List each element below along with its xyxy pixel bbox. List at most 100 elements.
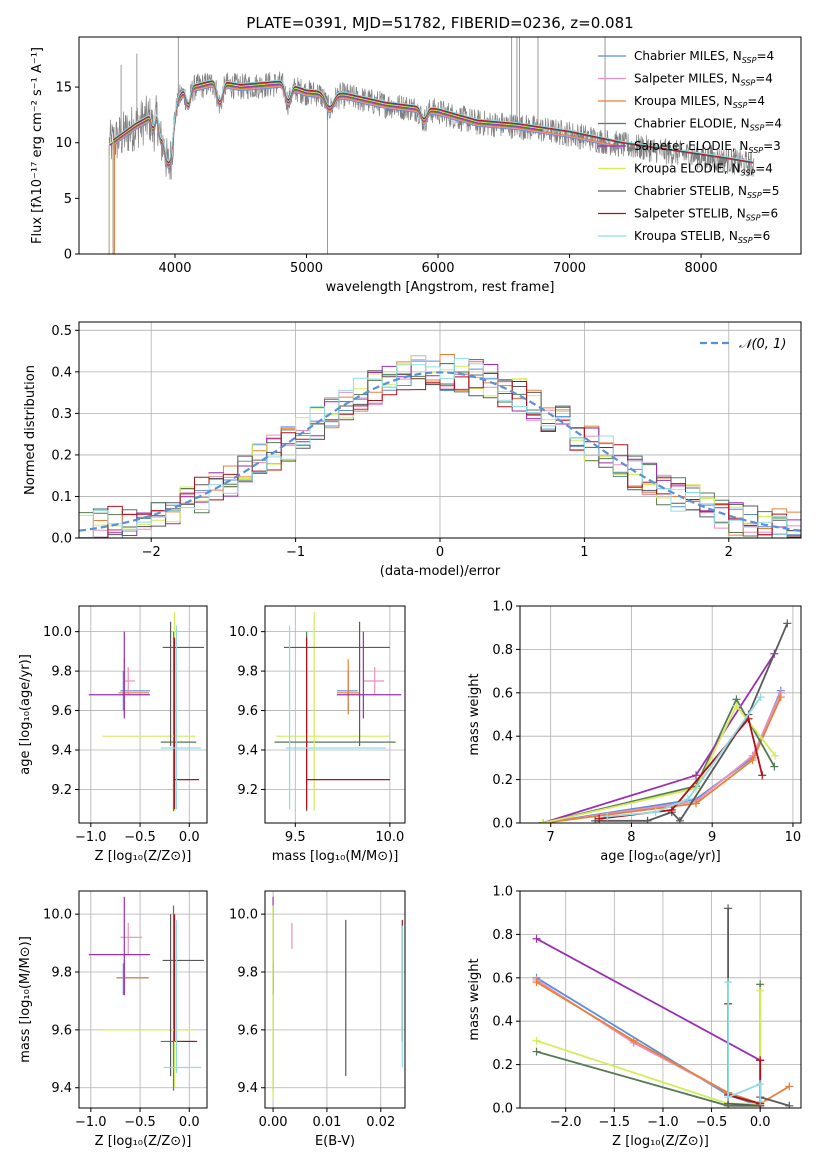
mass-weight-marker (532, 1047, 541, 1056)
y-tick-label: 10.0 (43, 908, 72, 923)
x-tick-label: 9.5 (285, 830, 306, 845)
data-point (276, 611, 390, 812)
data-point (163, 919, 202, 1074)
y-tick-label: 0.5 (51, 324, 72, 339)
y-tick-label: 0.4 (492, 730, 513, 745)
mass-weight-vs-metallicity-panel: −2.0 −1.5 −1.0 −0.5 0.0 0.0 0.2 0.4 0.6 0.8 1.0 Z [… (467, 885, 802, 1149)
residual-histogram (79, 372, 801, 538)
y-tick-label: 5 (64, 192, 72, 207)
data-point (336, 671, 358, 711)
y-tick-label: 9.6 (51, 1023, 72, 1038)
mass-weight-marker (675, 816, 684, 823)
y-tick-label: 0.2 (51, 448, 72, 463)
data-point (102, 611, 196, 812)
mass-weight-marker (595, 814, 604, 823)
x-tick-label: 0.0 (179, 830, 200, 845)
legend-entry: Salpeter STELIB, NSSP=6 (634, 207, 778, 223)
spectrum-model-line (114, 84, 623, 167)
data-point (274, 631, 396, 812)
y-tick-label: 0.2 (492, 1058, 513, 1073)
mass-weight-marker (532, 1036, 541, 1045)
plot-area (532, 904, 794, 1108)
x-tick-label: 0.01 (312, 1115, 341, 1130)
mass-weight-marker (785, 1101, 794, 1108)
spectrum-model-line (114, 85, 623, 168)
axes-frame (519, 890, 802, 1109)
spectrum-legend: Chabrier MILES, NSSP=4 Salpeter MILES, NS… (598, 49, 782, 245)
data-point (283, 621, 390, 747)
mass-weight-marker (683, 795, 692, 804)
y-tick-label: 0.6 (492, 971, 513, 986)
y-tick-label: 9.4 (237, 744, 258, 759)
legend-entry: Kroupa MILES, NSSP=4 (634, 94, 765, 110)
mass-vs-metallicity-panel: −1.0 −0.5 0.0 9.4 9.6 9.8 10.0 Z [log₁₀(Z/Z⊙)] m… (18, 890, 208, 1149)
x-tick-label: 0.00 (259, 1115, 288, 1130)
y-tick-label: 1.0 (492, 885, 513, 900)
mass-weight-vs-age-panel: 7 8 9 10 0.0 0.2 0.4 0.6 0.8 1.0 age [log₁₀(age/yr… (467, 600, 802, 864)
mass-weight-marker (667, 805, 676, 814)
data-point (336, 659, 360, 715)
y-axis-label: mass weight (467, 958, 482, 1040)
data-point (336, 631, 402, 719)
mass-weight-marker (538, 819, 547, 823)
x-tick-label: 4000 (158, 261, 191, 276)
mass-weight-marker (756, 1097, 765, 1106)
x-tick-label: −1.5 (599, 1115, 631, 1130)
x-tick-label: 10.0 (375, 830, 404, 845)
age-vs-mass-panel: 9.5 10.0 9.2 9.4 9.6 9.8 10.0 mass [log₁₀(M/M⊙)… (229, 605, 406, 864)
x-axis-label: wavelength [Angstrom, rest frame] (326, 280, 555, 295)
y-tick-label: 10.0 (229, 625, 258, 640)
y-tick-label: 0.8 (492, 643, 513, 658)
y-tick-label: 0.1 (51, 490, 72, 505)
mass-weight-line (536, 937, 761, 1062)
data-point (306, 637, 390, 810)
mass-weight-marker (643, 816, 652, 823)
y-tick-label: 10 (55, 136, 72, 151)
data-point (160, 631, 197, 812)
y-tick-label: 0.0 (492, 1102, 513, 1117)
legend-entry: Kroupa STELIB, NSSP=6 (634, 229, 770, 245)
axes-frame (264, 605, 406, 824)
data-point (285, 625, 387, 810)
mass-weight-marker (771, 751, 780, 760)
spectrum-title: PLATE=0391, MJD=51782, FIBERID=0236, z=0… (246, 14, 633, 32)
mass-weight-marker (756, 1056, 765, 1065)
spectrum-panel: 4000 5000 6000 7000 8000 0 5 10 15 wavelength [An… (30, 36, 802, 295)
x-tick-label: −0.5 (124, 830, 156, 845)
x-tick-label: −0.5 (124, 1115, 156, 1130)
y-tick-label: 10.0 (229, 908, 258, 923)
x-axis-label: Z [log₁₀(Z/Z⊙)] (612, 1134, 709, 1149)
x-tick-label: 8 (627, 830, 635, 845)
y-tick-label: 0.8 (492, 928, 513, 943)
x-tick-label: 0.0 (750, 1115, 771, 1130)
data-point (173, 914, 198, 1043)
mass-weight-marker (776, 693, 785, 702)
mass-weight-marker (724, 904, 733, 913)
x-tick-label: 1 (580, 545, 588, 560)
mass-weight-line (536, 990, 762, 1105)
y-tick-label: 0.0 (51, 532, 72, 547)
mass-weight-line (542, 690, 782, 823)
x-axis-label: Z [log₁₀(Z/Z⊙)] (95, 1134, 192, 1149)
legend-entry: Kroupa ELODIE, NSSP=4 (634, 162, 773, 178)
data-point (162, 621, 205, 747)
x-tick-label: 2 (725, 545, 733, 560)
plot-area (88, 896, 205, 1091)
y-axis-label: Normed distribution (23, 365, 38, 495)
spectrum-model-line (112, 79, 754, 162)
mass-weight-marker (724, 1093, 733, 1102)
mass-weight-marker (783, 619, 792, 628)
mass-weight-marker (748, 756, 757, 765)
spectrum-model-line (114, 86, 622, 169)
y-tick-label: 9.4 (51, 1081, 72, 1096)
y-tick-label: 9.4 (237, 1081, 258, 1096)
mass-weight-line (727, 1003, 762, 1105)
y-tick-label: 0.3 (51, 407, 72, 422)
x-tick-label: 8000 (685, 261, 718, 276)
mass-weight-marker (692, 799, 701, 808)
axes-frame (78, 36, 802, 255)
data-point (173, 637, 200, 810)
legend-entry: 𝒩(0, 1) (739, 337, 786, 352)
y-axis-label: Flux [fλ10⁻¹⁷ erg cm⁻² s⁻¹ A⁻¹] (30, 47, 45, 244)
legend-entry: Salpeter ELODIE, NSSP=3 (634, 139, 781, 155)
